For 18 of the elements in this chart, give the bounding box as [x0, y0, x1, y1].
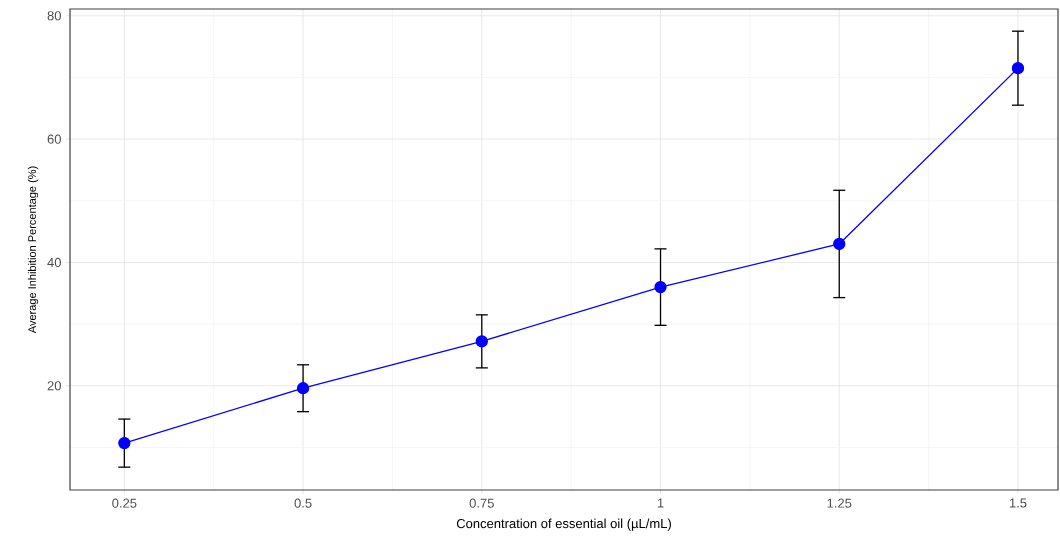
- x-tick-label: 0.25: [112, 498, 137, 508]
- point: [118, 436, 131, 450]
- y-tick-label: 20: [47, 381, 61, 391]
- point: [475, 335, 488, 348]
- x-tick-label: 1.25: [827, 498, 852, 508]
- x-tick-label: 1: [657, 498, 664, 508]
- x-tick-label: 1.5: [1009, 498, 1027, 508]
- y-axis-title: Average Inhibition Percentage (%): [27, 166, 39, 334]
- x-tick-label: 0.75: [469, 498, 494, 508]
- point: [833, 237, 846, 251]
- x-tick-label: 0.5: [294, 498, 312, 508]
- x-axis-title: Concentration of essential oil (µL/mL): [456, 518, 671, 531]
- y-tick-label: 40: [47, 257, 61, 268]
- point: [296, 382, 310, 395]
- point: [1011, 62, 1025, 75]
- y-tick-label: 60: [47, 134, 61, 144]
- point: [654, 280, 667, 294]
- y-tick-label: 80: [47, 11, 61, 21]
